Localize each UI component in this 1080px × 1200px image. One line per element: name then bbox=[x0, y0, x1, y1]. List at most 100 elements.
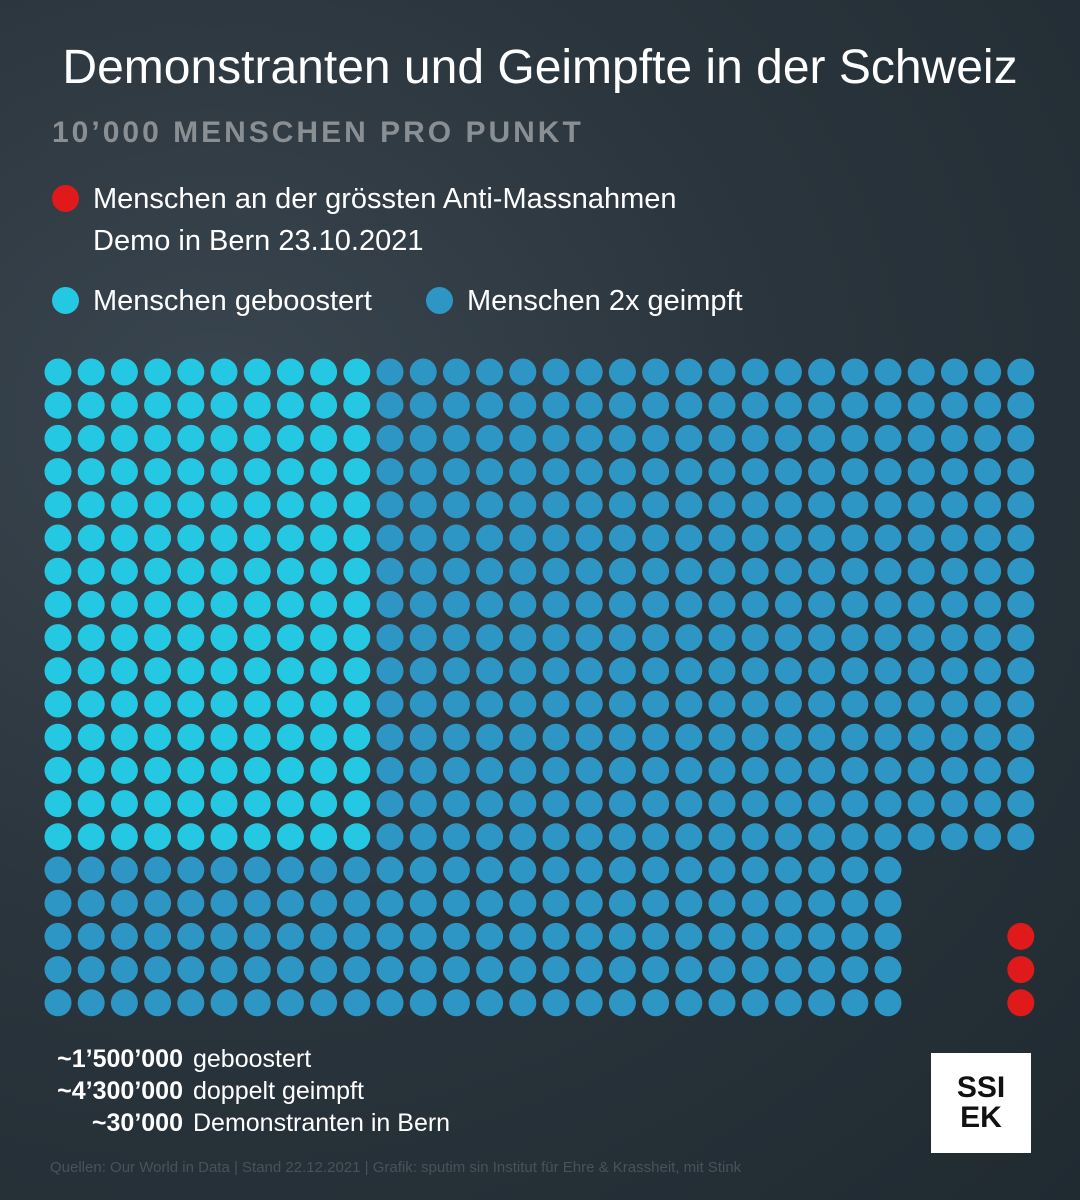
dot-geboostert bbox=[77, 790, 105, 818]
dot-2x-geimpft bbox=[409, 889, 437, 917]
dot-2x-geimpft bbox=[476, 723, 504, 751]
dot-geboostert bbox=[44, 391, 72, 419]
dot-2x-geimpft bbox=[77, 989, 105, 1017]
dot-2x-geimpft bbox=[476, 989, 504, 1017]
dot-2x-geimpft bbox=[675, 790, 703, 818]
dot-geboostert bbox=[310, 624, 338, 652]
dot-2x-geimpft bbox=[774, 856, 802, 884]
dot-geboostert bbox=[310, 491, 338, 519]
dot-2x-geimpft bbox=[442, 557, 470, 585]
dot-geboostert bbox=[144, 590, 172, 618]
dot-2x-geimpft bbox=[874, 856, 902, 884]
dot-geboostert bbox=[243, 358, 271, 386]
dot-2x-geimpft bbox=[940, 756, 968, 784]
dot-2x-geimpft bbox=[974, 358, 1002, 386]
dot-2x-geimpft bbox=[675, 491, 703, 519]
dot-2x-geimpft bbox=[476, 756, 504, 784]
dot-geboostert bbox=[210, 624, 238, 652]
dot-geboostert bbox=[44, 524, 72, 552]
totals-label-geboostert: geboostert bbox=[193, 1045, 312, 1073]
dot-2x-geimpft bbox=[642, 989, 670, 1017]
dot-geboostert bbox=[343, 756, 371, 784]
dot-2x-geimpft bbox=[210, 889, 238, 917]
dot-2x-geimpft bbox=[409, 922, 437, 950]
dot-2x-geimpft bbox=[476, 491, 504, 519]
dot-geboostert bbox=[177, 690, 205, 718]
dot-geboostert bbox=[44, 723, 72, 751]
dot-2x-geimpft bbox=[642, 458, 670, 486]
legend-item-geboostert: Menschen geboostert bbox=[52, 280, 372, 322]
dot-2x-geimpft bbox=[874, 590, 902, 618]
dot-2x-geimpft bbox=[243, 956, 271, 984]
dot-geboostert bbox=[177, 590, 205, 618]
dot-geboostert bbox=[310, 358, 338, 386]
dot-2x-geimpft bbox=[741, 491, 769, 519]
dot-geboostert bbox=[210, 424, 238, 452]
dot-2x-geimpft bbox=[741, 790, 769, 818]
dot-2x-geimpft bbox=[841, 723, 869, 751]
dot-2x-geimpft bbox=[509, 458, 537, 486]
dot-2x-geimpft bbox=[509, 358, 537, 386]
dot-2x-geimpft bbox=[77, 889, 105, 917]
dot-2x-geimpft bbox=[907, 458, 935, 486]
dot-geboostert bbox=[144, 756, 172, 784]
dot-2x-geimpft bbox=[476, 424, 504, 452]
dot-2x-geimpft bbox=[177, 956, 205, 984]
dot-2x-geimpft bbox=[874, 956, 902, 984]
dot-2x-geimpft bbox=[575, 491, 603, 519]
dot-geboostert bbox=[276, 690, 304, 718]
dot-geboostert bbox=[343, 524, 371, 552]
dot-geboostert bbox=[276, 590, 304, 618]
logo: SSI EK bbox=[931, 1053, 1031, 1153]
dot-2x-geimpft bbox=[509, 823, 537, 851]
dot-geboostert bbox=[243, 458, 271, 486]
dot-2x-geimpft bbox=[509, 624, 537, 652]
legend-label-demonstranten: Menschen an der grössten Anti-Massnahmen… bbox=[93, 183, 677, 257]
dot-2x-geimpft bbox=[575, 723, 603, 751]
dot-2x-geimpft bbox=[642, 524, 670, 552]
dot-2x-geimpft bbox=[608, 823, 636, 851]
dot-2x-geimpft bbox=[608, 956, 636, 984]
dot-2x-geimpft bbox=[442, 956, 470, 984]
dot-geboostert bbox=[77, 590, 105, 618]
dot-geboostert bbox=[77, 524, 105, 552]
dot-2x-geimpft bbox=[575, 690, 603, 718]
dot-2x-geimpft bbox=[642, 922, 670, 950]
dot-2x-geimpft bbox=[409, 690, 437, 718]
dot-2x-geimpft bbox=[675, 624, 703, 652]
dot-2x-geimpft bbox=[376, 391, 404, 419]
dot-2x-geimpft bbox=[1007, 624, 1035, 652]
dot-geboostert bbox=[343, 391, 371, 419]
dot-2x-geimpft bbox=[509, 690, 537, 718]
dot-2x-geimpft bbox=[774, 723, 802, 751]
dot-geboostert bbox=[310, 690, 338, 718]
dot-2x-geimpft bbox=[476, 690, 504, 718]
dot-geboostert bbox=[110, 756, 138, 784]
dot-2x-geimpft bbox=[874, 756, 902, 784]
dot-2x-geimpft bbox=[144, 856, 172, 884]
dot-2x-geimpft bbox=[542, 823, 570, 851]
dot-2x-geimpft bbox=[774, 790, 802, 818]
dot-geboostert bbox=[343, 723, 371, 751]
dot-geboostert bbox=[310, 756, 338, 784]
dot-geboostert bbox=[276, 358, 304, 386]
dot-geboostert bbox=[77, 723, 105, 751]
dot-demonstranten bbox=[1007, 922, 1035, 950]
dot-2x-geimpft bbox=[874, 790, 902, 818]
dot-2x-geimpft bbox=[476, 657, 504, 685]
dot-2x-geimpft bbox=[741, 524, 769, 552]
dot-2x-geimpft bbox=[675, 391, 703, 419]
dot-2x-geimpft bbox=[476, 823, 504, 851]
dot-2x-geimpft bbox=[708, 557, 736, 585]
dot-2x-geimpft bbox=[642, 956, 670, 984]
dot-2x-geimpft bbox=[675, 823, 703, 851]
dot-2x-geimpft bbox=[542, 922, 570, 950]
dot-2x-geimpft bbox=[276, 856, 304, 884]
dot-geboostert bbox=[44, 358, 72, 386]
dot-geboostert bbox=[177, 424, 205, 452]
dot-2x-geimpft bbox=[741, 657, 769, 685]
dot-2x-geimpft bbox=[808, 590, 836, 618]
dot-2x-geimpft bbox=[542, 491, 570, 519]
dot-2x-geimpft bbox=[376, 790, 404, 818]
dot-2x-geimpft bbox=[808, 823, 836, 851]
